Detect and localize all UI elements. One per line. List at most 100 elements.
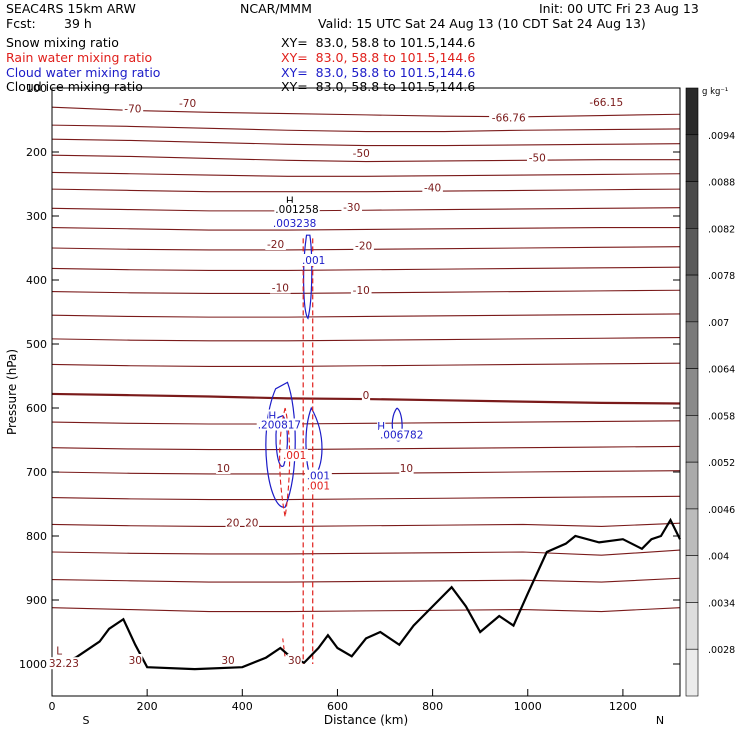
contour-label-13: 10: [217, 463, 230, 475]
contour-label-bg: [122, 102, 144, 115]
valid-time: Valid: 15 UTC Sat 24 Aug 13 (10 CDT Sat …: [318, 16, 646, 31]
contour-label-bg: [271, 216, 318, 229]
isotherm-line-2: [51, 138, 681, 147]
contour-label-bg: [177, 97, 198, 110]
contour-label-bg: [256, 418, 303, 431]
x-tick-label: 1000: [514, 700, 542, 713]
model-title: SEAC4RS 15km ARW: [6, 1, 136, 16]
contour-label-0: -70: [124, 103, 141, 115]
init-time: Init: 00 UTC Fri 23 Aug 13: [539, 1, 699, 16]
isotherm-line-1: [51, 124, 681, 133]
y-tick-label: 600: [26, 402, 47, 415]
contour-label-11: -10: [353, 285, 370, 297]
contour-label-bg: [350, 147, 372, 160]
contour-label-bg: [353, 239, 374, 252]
y-tick-label: 400: [26, 274, 47, 287]
colorbar-label: .0046: [708, 505, 735, 516]
contour-label-bg: [361, 389, 371, 402]
isotherm-line-15: [51, 420, 681, 425]
contour-label-1: -70: [179, 98, 196, 110]
contour-label-27: .200817: [258, 419, 301, 431]
colorbar-segment: [685, 555, 699, 603]
y-tick-label: 900: [26, 594, 47, 607]
y-tick-label: 300: [26, 210, 47, 223]
contour-label-bg: [265, 238, 286, 250]
contour-label-bg: [378, 428, 425, 441]
contour-label-21: 32.23: [49, 658, 79, 670]
x-axis-title: Distance (km): [324, 713, 408, 727]
fcst-value: 39 h: [64, 16, 92, 31]
isotherm-line-13: [51, 362, 681, 367]
rain-contour-west: [279, 407, 291, 517]
isotherm-line-20: [51, 549, 681, 556]
y-tick-label: 700: [26, 466, 47, 479]
contour-label-bg: [285, 194, 294, 207]
contour-label-14: 10: [400, 463, 413, 475]
contour-label-bg: [128, 654, 143, 666]
terrain-line: [51, 517, 681, 671]
cloud-contour-upper: [303, 234, 313, 320]
contour-label-bg: [55, 644, 64, 657]
contour-label-24: .003238: [273, 218, 316, 230]
colorbar-label: .004: [708, 552, 729, 563]
contour-label-31: H: [377, 421, 385, 433]
contour-label-bg: [281, 449, 309, 462]
contour-label-15: 20: [226, 517, 239, 529]
contour-label-6: -40: [424, 183, 441, 195]
contour-label-bg: [489, 111, 529, 124]
field-rain-name: Rain water mixing ratio: [6, 50, 153, 65]
isotherm-line-17: [51, 470, 681, 475]
isotherm-line-12: [51, 337, 681, 342]
colorbar-segment: [685, 648, 699, 697]
contour-label-9: -20: [355, 240, 372, 252]
contour-label-bg: [399, 462, 414, 474]
x-tick-label: 200: [137, 700, 158, 713]
contour-label-bg: [586, 95, 626, 108]
rain-contour-surface: [282, 638, 286, 658]
x-tick-label: 600: [327, 700, 348, 713]
y-tick-label: 200: [26, 146, 47, 159]
contour-label-26: H: [268, 411, 276, 423]
colorbar-segment: [685, 274, 699, 323]
contour-label-17: 30: [129, 655, 142, 667]
contour-label-4: -50: [353, 148, 370, 160]
contour-label-7: -30: [343, 202, 360, 214]
colorbar-label: .0052: [708, 458, 735, 469]
colorbar-segment: [685, 461, 699, 510]
colorbar-label: .0034: [708, 598, 735, 609]
colorbar-segment: [685, 321, 699, 369]
colorbar-label: .0028: [708, 645, 735, 656]
contour-label-30: .001: [307, 480, 330, 492]
isotherm-line-7: [51, 226, 680, 231]
colorbar-label: .0064: [708, 365, 735, 376]
colorbar-segment: [685, 368, 699, 416]
isotherm-line-11: [51, 313, 681, 318]
field-cloud-name: Cloud water mixing ratio: [6, 65, 161, 80]
isotherm-line-6: [51, 207, 681, 212]
contour-label-bg: [350, 284, 372, 297]
contour-label-bg: [268, 409, 277, 422]
endpoint-label-north: N: [656, 714, 664, 727]
field-cloud-xy: XY= 83.0, 58.8 to 101.5,144.6: [281, 65, 476, 80]
x-tick-label: 0: [49, 700, 56, 713]
isotherm-line-9: [51, 266, 681, 271]
colorbar-segment: [685, 602, 699, 650]
colorbar-unit: g kg⁻¹: [702, 87, 728, 97]
isotherm-line-19: [51, 522, 681, 527]
field-ice-name: Cloud ice mixing ratio: [6, 79, 143, 94]
center-title: NCAR/MMM: [240, 1, 312, 16]
contour-label-bg: [422, 181, 443, 194]
contour-label-22: H: [286, 195, 294, 207]
x-tick-label: 800: [422, 700, 443, 713]
colorbar-label: .0082: [708, 224, 735, 235]
contour-label-bg: [47, 657, 81, 670]
colorbar-segment: [685, 228, 699, 276]
x-tick-label: 400: [232, 700, 253, 713]
field-snow-name: Snow mixing ratio: [6, 35, 119, 50]
contour-label-bg: [305, 469, 332, 482]
contour-label-32: .006782: [380, 430, 423, 442]
contour-label-19: 30: [288, 655, 301, 667]
isotherm-line-18: [51, 495, 681, 501]
colorbar-segment: [685, 134, 699, 182]
